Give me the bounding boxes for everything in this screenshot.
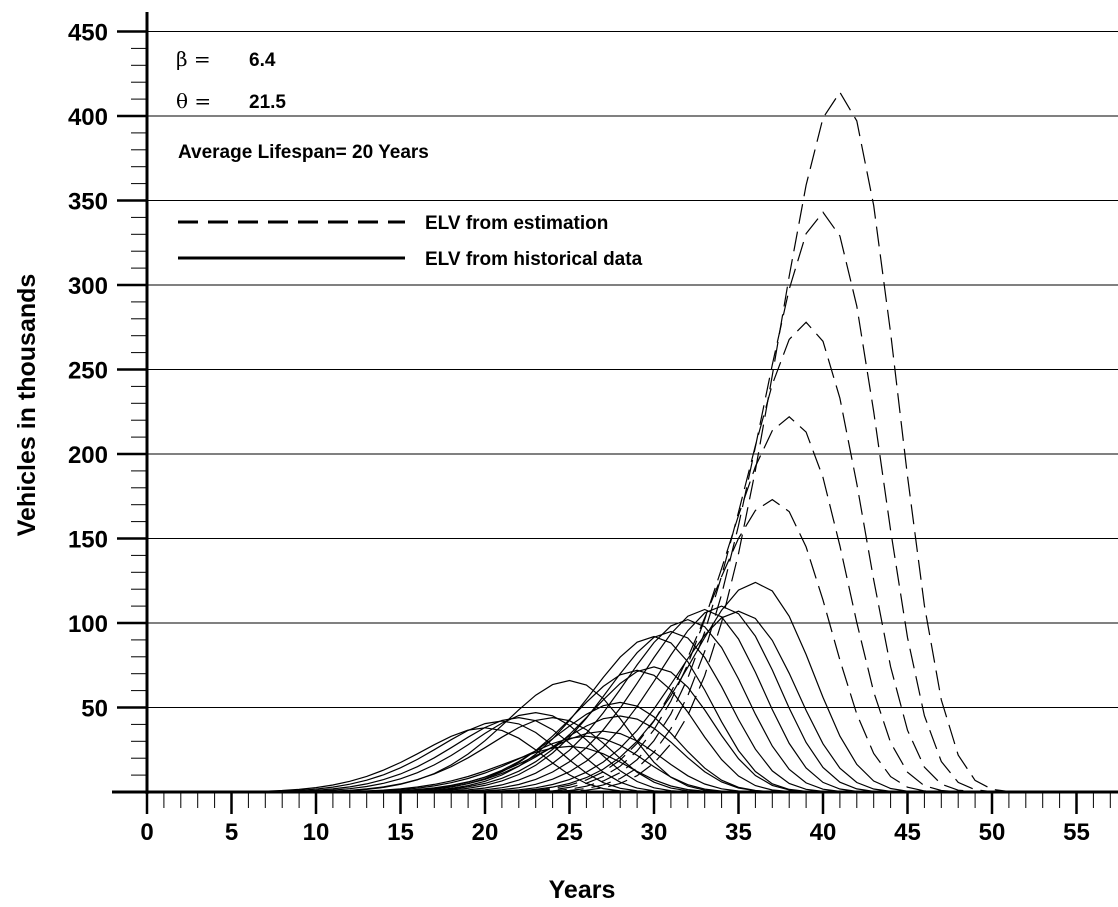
tick-labels: 0 5 10 15 20 25 30 35 40 45 50 55 50 100 150 200 250 300 3… <box>68 20 1090 847</box>
x-tick-label: 25 <box>556 819 583 846</box>
x-tick-label: 45 <box>894 819 921 846</box>
x-tick-label: 35 <box>725 819 752 846</box>
theta-symbol: θ = <box>176 89 211 113</box>
legend-label-estimation: ELV from estimation <box>425 213 608 234</box>
x-axis-title: Years <box>549 876 616 904</box>
series-line-14 <box>400 630 857 793</box>
series-layer <box>231 91 1026 793</box>
legend: ELV from estimation ELV from historical … <box>178 213 643 270</box>
legend-label-historical: ELV from historical data <box>425 249 643 270</box>
x-tick-label: 15 <box>387 819 414 846</box>
theta-value: 21.5 <box>249 92 286 113</box>
beta-glyph: β <box>176 47 188 71</box>
series-line-15 <box>417 618 874 793</box>
series-line-1 <box>248 720 671 793</box>
y-axis-title: Vehicles in thousands <box>13 274 41 537</box>
series-line-17 <box>451 605 908 793</box>
series-line-23 <box>535 211 1009 793</box>
annotation-beta: β = 6.4 <box>176 47 276 71</box>
axes <box>112 12 1118 794</box>
series-line-9 <box>349 701 790 793</box>
ticks <box>117 30 1111 814</box>
x-tick-label: 5 <box>225 819 238 846</box>
series-line-11 <box>366 669 807 793</box>
y-tick-label: 350 <box>68 189 108 216</box>
series-line-5 <box>299 679 739 793</box>
annotation-theta: θ = 21.5 <box>176 89 286 113</box>
series-line-22 <box>518 321 993 793</box>
x-tick-label: 40 <box>810 819 837 846</box>
annotation-lifespan: Average Lifespan= 20 Years <box>178 142 429 163</box>
beta-value: 6.4 <box>249 50 276 71</box>
series-line-18 <box>468 610 925 793</box>
x-tick-label: 30 <box>641 819 668 846</box>
y-tick-label: 150 <box>68 527 108 554</box>
beta-symbol: β = <box>176 47 211 71</box>
x-tick-label: 20 <box>472 819 499 846</box>
series-line-3 <box>282 711 705 793</box>
theta-equals: = <box>188 89 211 113</box>
y-tick-label: 300 <box>68 273 108 300</box>
horizontal-grid <box>147 31 1118 708</box>
x-tick-label: 55 <box>1063 819 1090 846</box>
y-tick-label: 400 <box>68 104 108 131</box>
y-tick-label: 450 <box>68 20 108 47</box>
series-line-24 <box>552 91 1026 793</box>
series-line-0 <box>231 727 655 793</box>
x-tick-label: 0 <box>140 819 153 846</box>
y-tick-label: 100 <box>68 611 108 638</box>
y-tick-label: 250 <box>68 358 108 385</box>
y-tick-label: 200 <box>68 442 108 469</box>
series-line-6 <box>315 745 739 793</box>
series-line-2 <box>265 716 688 793</box>
series-line-21 <box>501 416 976 793</box>
x-tick-label: 50 <box>979 819 1006 846</box>
beta-equals: = <box>188 47 211 71</box>
y-tick-label: 50 <box>81 696 108 723</box>
series-line-13 <box>383 635 840 793</box>
series-line-12 <box>383 666 824 793</box>
theta-glyph: θ <box>176 89 188 113</box>
series-line-16 <box>434 608 891 793</box>
x-tick-label: 10 <box>303 819 330 846</box>
